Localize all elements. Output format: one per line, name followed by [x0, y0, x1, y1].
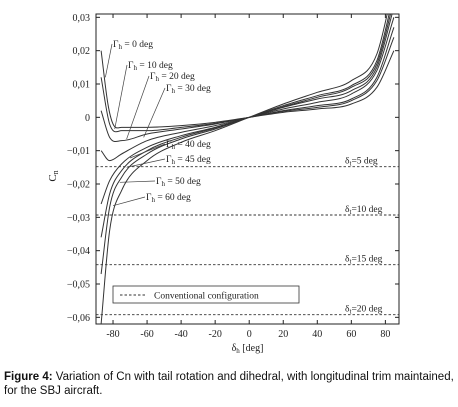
series-line [100, 27, 395, 143]
y-tick-label: 0,03 [73, 13, 91, 24]
x-tick-label: 40 [312, 329, 322, 340]
series-label-leader [114, 64, 128, 130]
series-label: Γh = 40 deg [166, 140, 211, 151]
legend: Conventional configuration [112, 285, 300, 304]
x-tick-label: -80 [106, 329, 119, 340]
series-label-leader [105, 43, 113, 78]
y-tick-label: −0,06 [67, 313, 90, 324]
reference-line-label: δt=20 deg [345, 305, 383, 316]
y-tick-label: −0,03 [67, 213, 90, 224]
reference-line-label: δt=15 deg [345, 255, 383, 266]
reference-line-label: δt=10 deg [345, 205, 383, 216]
reference-line-label: δt=5 deg [345, 157, 378, 168]
plot-frame [95, 13, 400, 325]
series-label: Γh = 0 deg [113, 40, 153, 51]
x-tick-label: 60 [346, 329, 356, 340]
caption-label: Figure 4: [4, 371, 53, 383]
series-line [100, 14, 393, 205]
y-axis-label: Cn [47, 170, 60, 181]
axes: -80 -60 -40 -20 0 20 40 60 80 0,03 0,02 0,01 0 −0,01 −… [47, 13, 399, 355]
figure-caption: Figure 4: Variation of Cn with tail rota… [4, 370, 454, 398]
series-line [100, 14, 390, 275]
series-line [100, 14, 388, 324]
series-label: Γh = 50 deg [156, 177, 201, 188]
series-label-leader [143, 87, 166, 138]
series-label-leader [129, 143, 166, 159]
reference-lines: δt=5 deg δt=10 deg δt=15 deg δt=20 deg [96, 157, 399, 316]
series-line [100, 50, 395, 129]
series-label-leader [126, 158, 166, 168]
y-tick-label: −0,02 [67, 180, 90, 191]
x-tick-label: 20 [278, 329, 288, 340]
series-label: Γh = 10 deg [128, 61, 173, 72]
y-tick-label: −0,05 [67, 280, 90, 291]
series-label-leader [126, 75, 150, 140]
x-tick-label: -20 [208, 329, 221, 340]
chart: δt=5 deg δt=10 deg δt=15 deg δt=20 deg -80-… [47, 13, 400, 355]
x-tick-label: 80 [380, 329, 390, 340]
y-tick-label: 0,01 [73, 80, 91, 91]
x-tick-label: 0 [247, 329, 252, 340]
x-tick-label: -60 [140, 329, 153, 340]
legend-box [112, 285, 300, 304]
y-tick-label: 0,02 [73, 46, 91, 57]
series-label: Γh = 45 deg [166, 155, 211, 166]
series-curves [100, 14, 395, 324]
series-line [100, 17, 395, 162]
y-tick-label: −0,01 [67, 146, 90, 157]
series-label-leader [112, 196, 146, 207]
caption-text: Variation of Cn with tail rotation and d… [4, 371, 454, 397]
y-tick-label: 0 [85, 113, 90, 124]
series-label-leader [119, 180, 156, 183]
x-tick-label: -40 [174, 329, 187, 340]
series-label: Γh = 30 deg [166, 84, 211, 95]
x-axis-label: δh [deg] [232, 343, 264, 355]
series-label: Γh = 20 deg [150, 72, 195, 83]
y-tick-label: −0,04 [67, 246, 90, 257]
series-label: Γh = 60 deg [146, 193, 191, 204]
legend-entry: Conventional configuration [154, 291, 259, 302]
